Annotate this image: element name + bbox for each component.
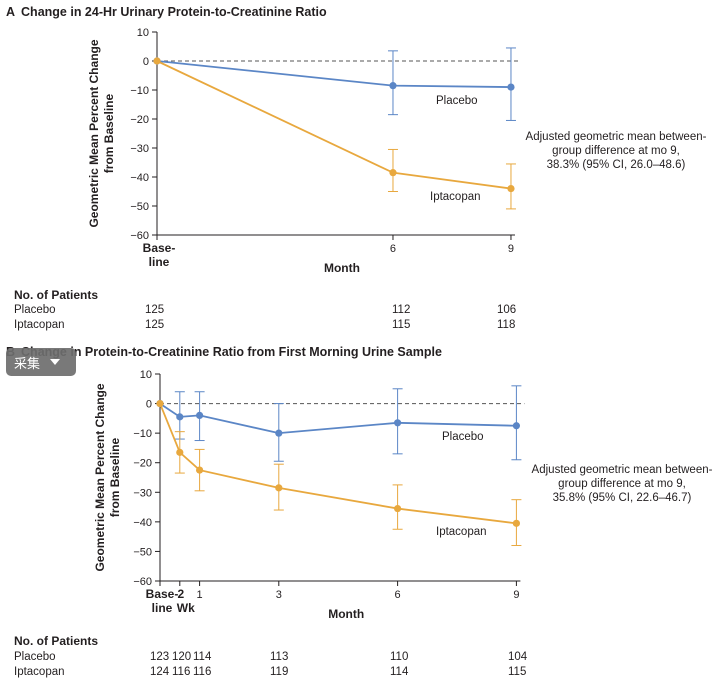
table-b-cell: 116 bbox=[193, 666, 212, 678]
table-a-cell: 115 bbox=[392, 319, 411, 331]
panel-a-letter: A bbox=[6, 5, 16, 19]
x-tick-label: Base- bbox=[143, 241, 176, 255]
table-b-cell: 114 bbox=[390, 666, 409, 678]
y-tick-label: −50 bbox=[133, 546, 152, 558]
table-a-cell: 112 bbox=[392, 304, 411, 316]
table-b-cell: 120 bbox=[172, 651, 192, 663]
y-tick-label: −20 bbox=[133, 458, 152, 470]
annotation-line: 38.3% (95% CI, 26.0–48.6) bbox=[547, 159, 686, 171]
annotation-line: 35.8% (95% CI, 22.6–46.7) bbox=[553, 492, 692, 504]
y-axis-title: from Baseline bbox=[108, 437, 122, 517]
iptacopan-data-point bbox=[156, 399, 164, 408]
y-tick-label: −30 bbox=[133, 487, 152, 499]
table-b-row-label-iptacopan: Iptacopan bbox=[14, 666, 65, 678]
series-label-iptacopan: Iptacopan bbox=[430, 191, 481, 203]
iptacopan-data-point bbox=[176, 448, 184, 456]
collect-overlay-label: 采集 bbox=[14, 355, 41, 371]
table-b-cell: 123 bbox=[150, 651, 170, 663]
table-a-row-label-iptacopan: Iptacopan bbox=[14, 319, 65, 331]
x-tick-label: 6 bbox=[390, 243, 396, 255]
iptacopan-data-point bbox=[275, 484, 283, 492]
x-tick-label: Base- bbox=[146, 587, 179, 601]
placebo-data-point bbox=[512, 422, 521, 430]
panel-a-title: A Change in 24-Hr Urinary Protein-to-Crea… bbox=[6, 5, 327, 19]
y-tick-label: −50 bbox=[130, 201, 149, 213]
table-a-cell: 125 bbox=[145, 319, 165, 331]
x-tick-label: 2 bbox=[177, 587, 184, 601]
y-tick-label: −40 bbox=[130, 172, 149, 184]
annotation-line: group difference at mo 9, bbox=[552, 145, 680, 157]
x-tick-label: 6 bbox=[395, 589, 401, 601]
annotation-line: group difference at mo 9, bbox=[558, 478, 686, 490]
table-b-cell: 116 bbox=[172, 666, 191, 678]
table-a-cell: 125 bbox=[145, 304, 165, 316]
table-b-cell: 114 bbox=[193, 651, 212, 663]
iptacopan-data-point bbox=[389, 169, 397, 177]
iptacopan-data-point bbox=[394, 504, 402, 513]
iptacopan-data-point bbox=[512, 519, 521, 527]
table-a-cell: 118 bbox=[497, 319, 516, 331]
y-axis-title: Geometric Mean Percent Change bbox=[87, 39, 101, 227]
table-b-cell: 115 bbox=[508, 666, 527, 678]
x-axis-title: Month bbox=[324, 261, 360, 275]
y-tick-label: −40 bbox=[133, 517, 152, 529]
collect-overlay-button[interactable]: 采集 bbox=[6, 348, 76, 376]
placebo-data-point bbox=[176, 413, 184, 421]
y-axis-title: Geometric Mean Percent Change bbox=[93, 383, 107, 571]
x-tick-label: 9 bbox=[508, 243, 514, 255]
placebo-series-line bbox=[156, 60, 511, 88]
x-tick-label: line bbox=[149, 255, 170, 269]
placebo-data-point bbox=[389, 82, 397, 90]
patients-table-a: No. of Patients Placebo Iptacopan 125 11… bbox=[0, 288, 722, 333]
placebo-series-line bbox=[159, 402, 517, 435]
series-label-placebo: Placebo bbox=[436, 95, 478, 107]
patients-table-b: No. of Patients Placebo Iptacopan 123 12… bbox=[0, 634, 722, 684]
table-a-row-label-placebo: Placebo bbox=[14, 304, 56, 316]
y-axis-title: from Baseline bbox=[102, 93, 116, 173]
x-tick-label: line bbox=[152, 601, 173, 615]
y-tick-label: −60 bbox=[130, 230, 149, 242]
x-tick-label: 3 bbox=[276, 589, 282, 601]
x-tick-label: Wk bbox=[177, 601, 195, 615]
y-tick-label: 0 bbox=[146, 399, 152, 411]
panel-b-title-text: Change in Protein-to-Creatinine Ratio fr… bbox=[21, 345, 442, 359]
x-tick-label: 9 bbox=[513, 589, 519, 601]
panel-a-title-text: Change in 24-Hr Urinary Protein-to-Creat… bbox=[21, 5, 327, 19]
y-tick-label: −10 bbox=[130, 85, 149, 97]
iptacopan-series-line bbox=[159, 403, 517, 525]
y-tick-label: −30 bbox=[130, 143, 149, 155]
table-b-cell: 119 bbox=[270, 666, 289, 678]
patients-table-b-header: No. of Patients bbox=[14, 634, 99, 648]
x-tick-label: 1 bbox=[197, 589, 203, 601]
table-b-cell: 110 bbox=[390, 651, 409, 663]
y-tick-label: −60 bbox=[133, 576, 152, 588]
annotation-line: Adjusted geometric mean between- bbox=[532, 464, 713, 476]
x-axis-title: Month bbox=[328, 607, 364, 621]
iptacopan-data-point bbox=[196, 466, 204, 474]
placebo-data-point bbox=[196, 411, 204, 419]
series-label-placebo: Placebo bbox=[442, 431, 484, 443]
annotation-line: Adjusted geometric mean between- bbox=[526, 131, 707, 143]
placebo-data-point bbox=[507, 83, 515, 91]
table-b-cell: 104 bbox=[508, 651, 528, 663]
patients-table-a-header: No. of Patients bbox=[14, 288, 99, 302]
y-tick-label: 10 bbox=[137, 27, 149, 39]
table-b-cell: 124 bbox=[150, 666, 170, 678]
series-label-iptacopan: Iptacopan bbox=[436, 526, 487, 538]
table-b-cell: 113 bbox=[270, 651, 289, 663]
y-tick-label: −20 bbox=[130, 114, 149, 126]
table-b-row-label-placebo: Placebo bbox=[14, 651, 56, 663]
iptacopan-data-point bbox=[507, 185, 515, 193]
table-a-cell: 106 bbox=[497, 304, 517, 316]
placebo-data-point bbox=[275, 429, 283, 437]
y-tick-label: −10 bbox=[133, 428, 152, 440]
iptacopan-data-point bbox=[153, 57, 161, 65]
y-tick-label: 10 bbox=[140, 369, 152, 381]
chevron-down-icon bbox=[50, 359, 61, 365]
placebo-data-point bbox=[394, 419, 402, 427]
y-tick-label: 0 bbox=[143, 56, 149, 68]
